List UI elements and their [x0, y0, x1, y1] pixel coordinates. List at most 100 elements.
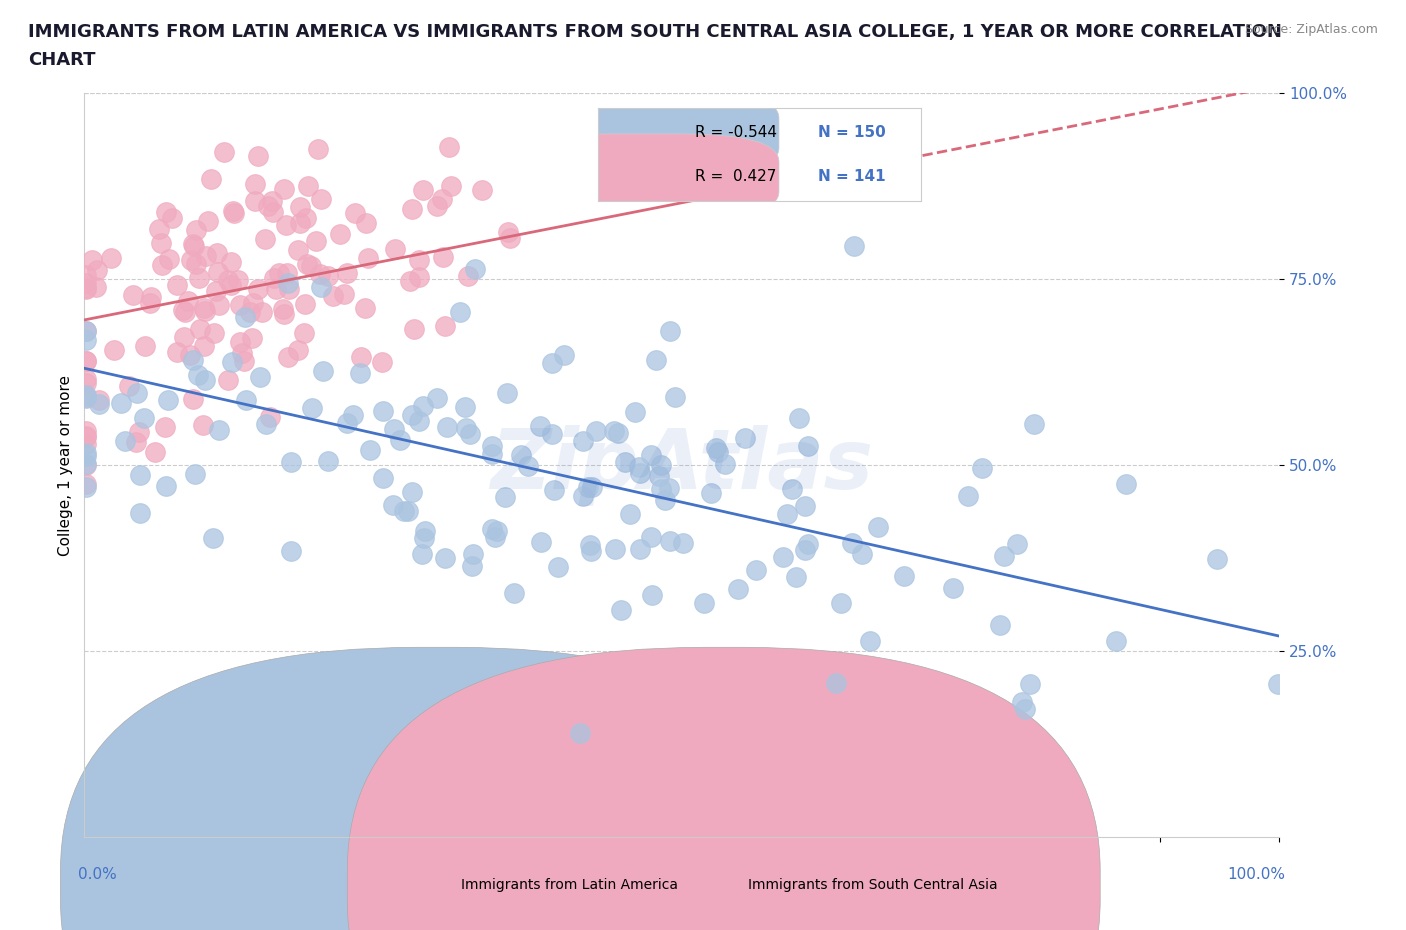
Point	[184, 222, 207, 237]
Point	[75, 376, 97, 391]
Point	[269, 266, 291, 281]
Point	[134, 339, 156, 353]
Point	[295, 210, 318, 225]
Point	[155, 479, 177, 494]
Point	[280, 543, 302, 558]
Point	[256, 417, 278, 432]
Point	[183, 238, 205, 253]
Point	[239, 305, 262, 320]
Point	[461, 546, 484, 561]
Point	[453, 399, 475, 414]
Point	[139, 289, 162, 304]
Point	[436, 419, 458, 434]
Point	[197, 214, 219, 229]
Point	[628, 459, 651, 474]
Point	[202, 326, 225, 340]
Point	[75, 324, 97, 339]
Point	[75, 391, 97, 405]
Point	[794, 543, 817, 558]
Point	[401, 201, 423, 216]
Point	[166, 344, 188, 359]
Point	[82, 253, 104, 268]
Point	[456, 420, 478, 435]
Point	[87, 396, 110, 411]
Point	[75, 388, 97, 403]
Point	[1024, 417, 1046, 432]
Point	[547, 560, 569, 575]
Point	[396, 503, 419, 518]
Point	[316, 269, 339, 284]
Point	[484, 530, 506, 545]
Point	[426, 199, 449, 214]
Point	[1205, 551, 1227, 566]
Point	[432, 249, 454, 264]
Point	[75, 353, 97, 368]
Point	[194, 248, 217, 263]
Point	[122, 287, 145, 302]
Point	[408, 270, 430, 285]
Point	[354, 216, 377, 231]
Point	[231, 345, 253, 360]
Point	[342, 408, 364, 423]
Point	[481, 446, 503, 461]
Point	[787, 410, 810, 425]
Point	[308, 266, 330, 281]
Point	[75, 267, 97, 282]
Point	[262, 205, 284, 219]
Point	[797, 537, 820, 551]
Point	[187, 367, 209, 382]
Point	[247, 149, 270, 164]
Point	[226, 272, 249, 287]
Point	[288, 216, 311, 231]
Point	[498, 225, 520, 240]
Point	[1105, 634, 1128, 649]
Point	[100, 250, 122, 265]
Point	[75, 280, 97, 295]
Point	[780, 482, 803, 497]
Point	[371, 404, 394, 418]
Point	[297, 179, 319, 193]
Point	[628, 541, 651, 556]
Point	[75, 372, 97, 387]
Point	[273, 307, 295, 322]
Point	[650, 482, 672, 497]
Point	[181, 236, 204, 251]
Point	[264, 282, 287, 297]
Point	[233, 310, 256, 325]
Point	[1011, 695, 1033, 710]
Point	[208, 298, 231, 312]
Point	[277, 350, 299, 365]
Point	[727, 582, 749, 597]
Point	[603, 541, 626, 556]
Point	[332, 286, 354, 301]
Point	[322, 289, 344, 304]
Point	[150, 258, 173, 272]
Point	[153, 419, 176, 434]
Point	[172, 303, 194, 318]
Point	[851, 546, 873, 561]
Point	[585, 423, 607, 438]
Point	[75, 456, 97, 471]
Point	[797, 438, 820, 453]
Point	[434, 319, 457, 334]
Point	[1018, 677, 1040, 692]
Point	[329, 226, 352, 241]
Point	[132, 411, 155, 426]
Point	[205, 246, 228, 260]
Point	[318, 453, 340, 468]
Point	[278, 281, 301, 296]
Point	[309, 280, 332, 295]
Point	[160, 210, 183, 225]
Point	[180, 253, 202, 268]
Point	[219, 255, 242, 270]
Point	[1014, 701, 1036, 716]
Point	[581, 544, 603, 559]
Point	[988, 618, 1011, 632]
Point	[221, 354, 243, 369]
Point	[143, 445, 166, 459]
Point	[401, 485, 423, 499]
Point	[297, 257, 319, 272]
Point	[529, 418, 551, 433]
Point	[540, 427, 562, 442]
FancyBboxPatch shape	[60, 647, 814, 930]
